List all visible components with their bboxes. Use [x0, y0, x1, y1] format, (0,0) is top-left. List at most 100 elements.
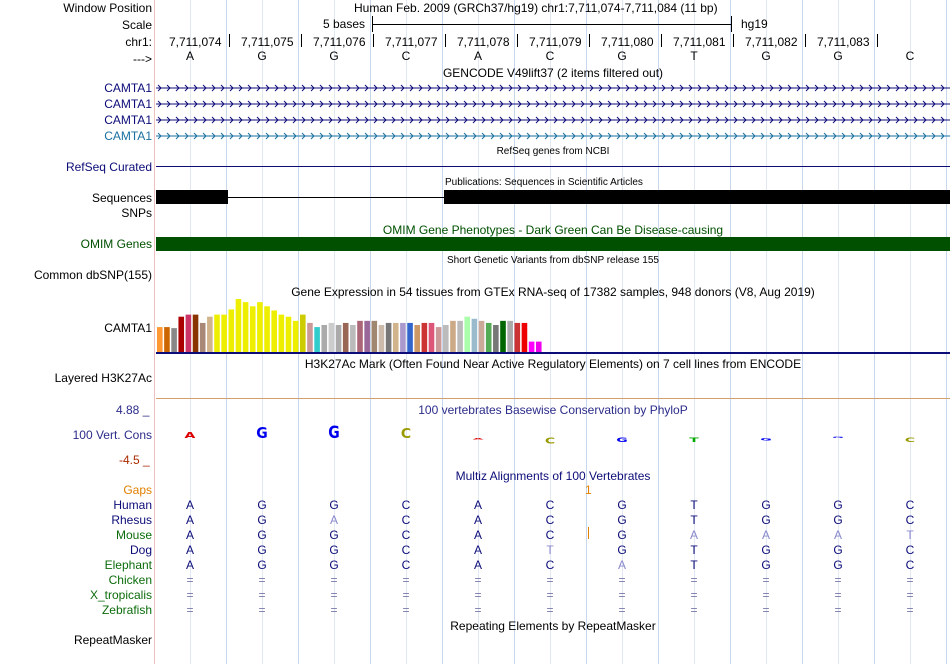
strand-arrow: [697, 116, 702, 124]
species-label[interactable]: Rhesus: [111, 513, 152, 527]
gtex-tissue-bar: [228, 309, 235, 352]
species-label[interactable]: X_tropicalis: [89, 588, 152, 602]
strand-arrow: [868, 84, 873, 92]
alignment-base: =: [762, 588, 770, 602]
strand-arrow: [868, 132, 873, 140]
gtex-title: Gene Expression in 54 tissues from GTEx …: [291, 285, 815, 299]
strand-arrow: [364, 132, 369, 140]
species-label[interactable]: Mouse: [115, 528, 152, 542]
repeatmasker-label[interactable]: RepeatMasker: [73, 633, 152, 647]
strand-arrow: [526, 116, 531, 124]
strand-arrow: [886, 132, 891, 140]
strand-arrow: [877, 100, 882, 108]
refseq-label[interactable]: RefSeq Curated: [65, 160, 152, 174]
phylop-label[interactable]: 100 Vert. Cons: [72, 428, 152, 442]
gtex-tissue-bar: [271, 310, 277, 352]
strand-arrow: [400, 116, 405, 124]
alignment-base: C: [401, 513, 411, 527]
strand-arrow: [490, 116, 495, 124]
strand-arrow: [616, 84, 621, 92]
strand-arrow: [895, 116, 900, 124]
strand-arrow: [481, 116, 486, 124]
strand-arrow: [409, 132, 414, 140]
alignment-base: T: [546, 543, 554, 557]
publication-block-left[interactable]: [156, 190, 228, 204]
strand-arrow: [382, 132, 387, 140]
species-label[interactable]: Elephant: [104, 558, 152, 572]
gtex-bar-chart[interactable]: [156, 298, 950, 354]
omim-label[interactable]: OMIM Genes: [80, 237, 152, 251]
alignment-base: =: [618, 588, 626, 602]
strand-arrow: [679, 84, 684, 92]
alignment-base: G: [329, 498, 339, 512]
gtex-tissue-bar: [443, 325, 449, 352]
gtex-label[interactable]: CAMTA1: [104, 321, 152, 335]
alignment-base: =: [834, 573, 842, 587]
strand-arrow: [796, 116, 801, 124]
strand-arrow: [814, 100, 819, 108]
alignment-base: C: [905, 558, 915, 572]
strand-arrow: [418, 132, 423, 140]
gtex-tissue-bar: [257, 302, 263, 352]
scale-text: 5 bases: [323, 17, 366, 31]
alignment-base: =: [402, 603, 410, 617]
strand-arrow: [589, 100, 594, 108]
strand-arrow: [571, 100, 576, 108]
strand-arrow: [400, 132, 405, 140]
alignment-base: A: [473, 528, 483, 542]
strand-arrow: [526, 100, 531, 108]
strand-arrow: [328, 132, 333, 140]
species-label[interactable]: Chicken: [108, 573, 152, 587]
phylop-base-glyph: C: [905, 437, 915, 444]
alignment-base: T: [906, 528, 914, 542]
strand-arrow: [868, 116, 873, 124]
strand-arrow: [589, 116, 594, 124]
refseq-line[interactable]: [156, 166, 950, 167]
gtex-tissue-bar: [428, 322, 435, 352]
gencode-transcript-label[interactable]: CAMTA1: [104, 97, 152, 111]
gtex-tissue-bar: [249, 306, 256, 352]
publication-connector[interactable]: [228, 197, 444, 198]
strand-arrow: [301, 116, 306, 124]
alignment-base: G: [617, 498, 627, 512]
h3k27ac-label[interactable]: Layered H3K27Ac: [54, 371, 152, 385]
strand-arrow: [823, 100, 828, 108]
strand-arrow: [454, 116, 459, 124]
species-label[interactable]: Zebrafish: [101, 603, 152, 617]
alignment-base: =: [474, 573, 482, 587]
strand-arrow: [238, 116, 243, 124]
strand-arrow: [580, 132, 585, 140]
dbsnp-label[interactable]: Common dbSNP(155): [33, 268, 152, 282]
species-label[interactable]: Human: [113, 498, 152, 512]
strand-arrow: [346, 100, 351, 108]
sequences-label[interactable]: Sequences: [91, 191, 152, 205]
ruler-coordinate: 7,711,079: [529, 35, 582, 49]
omim-bar[interactable]: [156, 237, 950, 251]
strand-arrow: [643, 116, 648, 124]
phylop-logo[interactable]: A G G C A C G T G G C: [156, 418, 950, 458]
gtex-tissue-bar: [457, 320, 463, 352]
strand-arrow: [931, 100, 936, 108]
gencode-transcript-label[interactable]: CAMTA1: [104, 113, 152, 127]
gtex-tissue-bar: [471, 318, 478, 352]
strand-arrow: [175, 84, 180, 92]
gencode-transcript-label[interactable]: CAMTA1: [104, 129, 152, 143]
gencode-transcript-label[interactable]: CAMTA1: [104, 81, 152, 95]
strand-arrow: [643, 84, 648, 92]
strand-arrow: [427, 132, 432, 140]
publication-block-right[interactable]: [444, 190, 950, 204]
strand-arrow: [328, 84, 333, 92]
strand-arrow: [706, 84, 711, 92]
strand-arrow: [274, 116, 279, 124]
gencode-transcripts[interactable]: [156, 80, 950, 140]
species-label[interactable]: Dog: [129, 543, 152, 557]
h3k27ac-signal[interactable]: [156, 398, 950, 399]
alignment-base: A: [473, 543, 483, 557]
alignment-base: =: [618, 603, 626, 617]
strand-arrow: [499, 132, 504, 140]
gtex-tissue-bar: [242, 302, 249, 352]
phylop-title: 100 vertebrates Basewise Conservation by…: [418, 403, 688, 417]
snps-label[interactable]: SNPs: [121, 206, 152, 220]
alignment-base: G: [257, 528, 267, 542]
strand-arrow: [211, 100, 216, 108]
